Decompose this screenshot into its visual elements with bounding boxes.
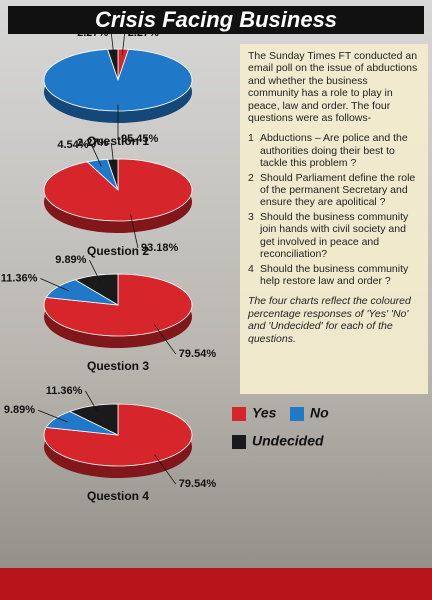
question-number: 1 bbox=[248, 132, 254, 145]
leader-line bbox=[130, 214, 139, 249]
pie-slice bbox=[74, 273, 119, 306]
question-text: Should the business community join hands… bbox=[260, 210, 409, 261]
intro: The Sunday Times FT conducted an email p… bbox=[248, 50, 418, 125]
pie-slice bbox=[68, 403, 119, 436]
leader-line bbox=[40, 278, 70, 292]
leader-line bbox=[154, 454, 177, 485]
value-label: 11.36% bbox=[1, 272, 38, 284]
value-label: 79.54% bbox=[179, 478, 217, 490]
value-label: 9.89% bbox=[55, 254, 86, 266]
leader-line bbox=[91, 144, 102, 167]
legend-label: No bbox=[310, 405, 329, 421]
legend-swatch bbox=[290, 407, 304, 421]
value-label: 2.27% bbox=[77, 137, 108, 149]
question-number: 4 bbox=[248, 262, 254, 275]
question-number: 3 bbox=[248, 210, 254, 223]
leader-line bbox=[154, 324, 177, 355]
header-title: Crisis Facing Business bbox=[8, 6, 424, 34]
leader-line bbox=[89, 260, 101, 282]
leader-line bbox=[121, 33, 126, 56]
value-label: 4.54% bbox=[57, 139, 88, 151]
question-text: Abductions – Are police and the authorit… bbox=[260, 132, 408, 170]
question-text: Should the business community help resto… bbox=[260, 262, 409, 287]
question: 2 Should Parliament define the role of th… bbox=[248, 172, 420, 209]
value-label: 11.36% bbox=[46, 385, 83, 397]
question-text: Should Parliament define the role of the… bbox=[260, 171, 416, 209]
question: 4 Should the business community help rest… bbox=[248, 263, 420, 288]
question-list: 1 Abductions – Are police and the authori… bbox=[248, 132, 420, 287]
value-label: 95.45% bbox=[121, 133, 159, 145]
chart-title: Question 1 bbox=[87, 134, 149, 148]
value-label: 9.89% bbox=[4, 404, 35, 416]
leader-line bbox=[85, 390, 98, 412]
legend-swatch bbox=[232, 407, 246, 421]
chart-title: Question 2 bbox=[87, 244, 149, 258]
leader-line bbox=[110, 143, 115, 166]
text-box: The Sunday Times FT conducted an email p… bbox=[240, 44, 428, 394]
legend-label: Undecided bbox=[252, 433, 324, 449]
legend-swatch bbox=[232, 435, 246, 449]
chart-title: Question 3 bbox=[87, 359, 149, 373]
value-label: 79.54% bbox=[179, 348, 217, 360]
photo-band bbox=[0, 568, 432, 600]
leader-line bbox=[110, 33, 115, 56]
leader-line bbox=[37, 409, 68, 423]
question: 1 Abductions – Are police and the authori… bbox=[248, 132, 420, 169]
note: The four charts reflect the coloured per… bbox=[248, 295, 411, 345]
value-label: 93.18% bbox=[141, 242, 179, 254]
question-number: 2 bbox=[248, 171, 254, 184]
legend-label: Yes bbox=[252, 405, 277, 421]
question: 3 Should the business community join hand… bbox=[248, 211, 420, 261]
chart-title: Question 4 bbox=[87, 489, 149, 503]
